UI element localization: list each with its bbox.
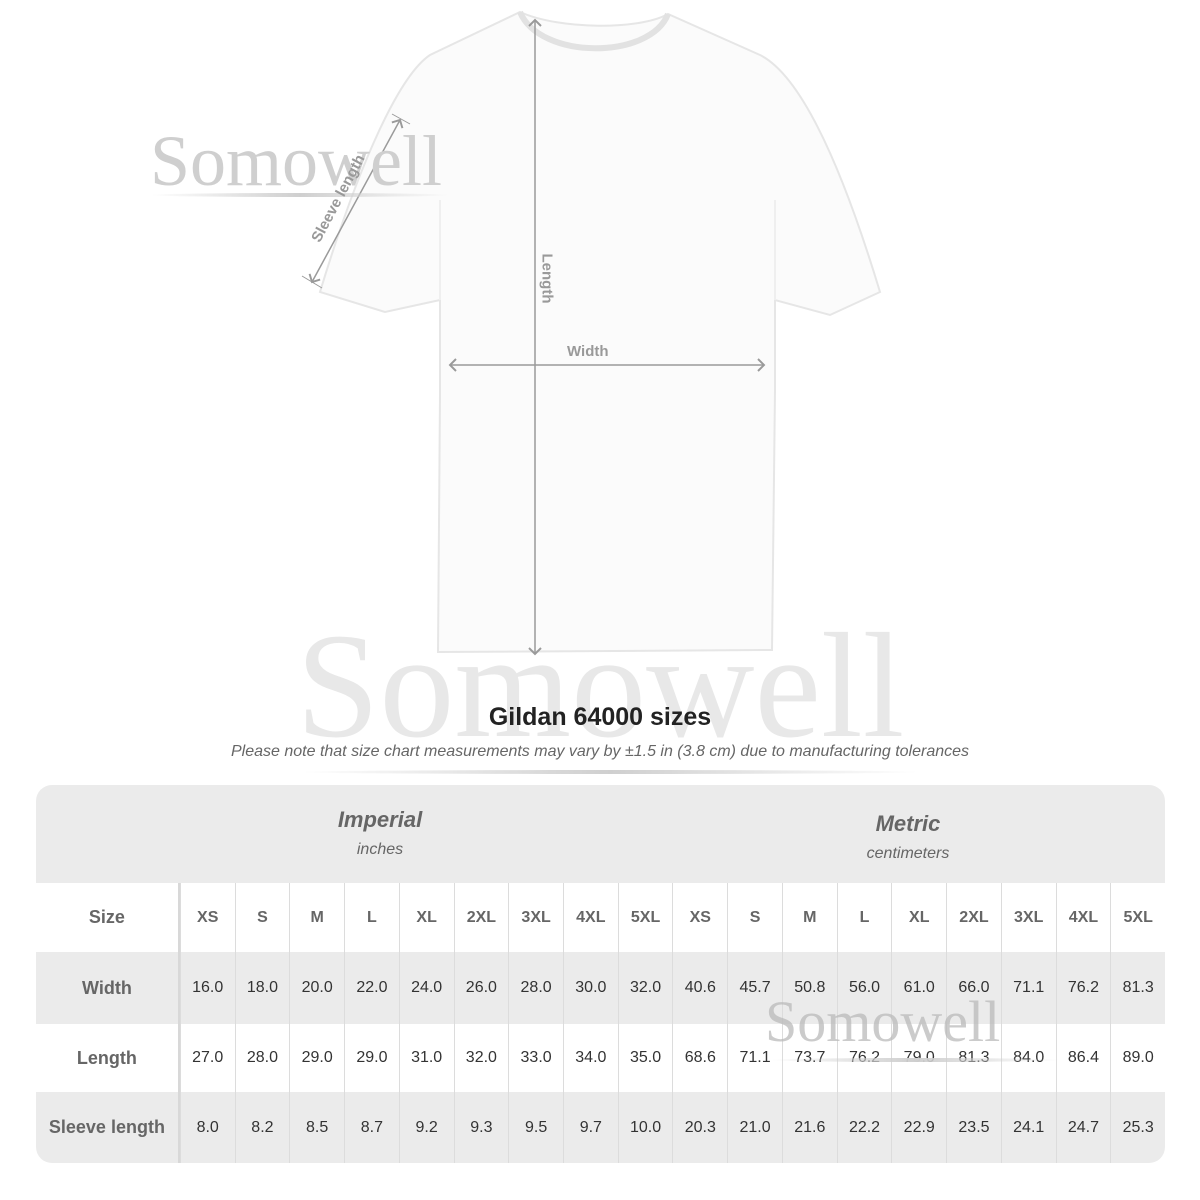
- value-cell: 50.8: [781, 952, 837, 1024]
- size-header-cell: XS: [179, 883, 235, 952]
- value-cell: 24.0: [398, 952, 454, 1024]
- value-cell: 24.7: [1055, 1092, 1111, 1163]
- value-cell: 8.2: [234, 1092, 290, 1163]
- table-row-sleeve-length: Sleeve length 8.0 8.2 8.5 8.7 9.2 9.3 9.5 9.7 10.…: [36, 1092, 1165, 1163]
- value-cell: 26.0: [453, 952, 509, 1024]
- value-cell: 9.3: [453, 1092, 509, 1163]
- size-header-cell: S: [234, 883, 290, 952]
- value-cell: 28.0: [234, 1024, 290, 1092]
- row-label: Length: [36, 1024, 180, 1092]
- value-cell: 29.0: [289, 1024, 344, 1092]
- value-cell: 27.0: [179, 1024, 235, 1092]
- value-cell: 9.7: [562, 1092, 618, 1163]
- size-header-cell: 3XL: [1000, 883, 1056, 952]
- size-header-cell: XS: [672, 883, 727, 952]
- table-group-header: Imperial inches Metric centimeters: [36, 785, 1165, 883]
- group-imperial: Imperial inches: [337, 807, 423, 858]
- size-header-cell: 4XL: [1055, 883, 1111, 952]
- tolerance-note: Please note that size chart measurements…: [230, 743, 970, 760]
- tshirt-shape: [318, 10, 882, 654]
- value-cell: 22.9: [891, 1092, 946, 1163]
- sleeve-length-arrow: [308, 118, 404, 284]
- size-header-cell: 2XL: [946, 883, 1001, 952]
- row-label: Width: [36, 952, 180, 1024]
- value-cell: 28.0: [508, 952, 563, 1024]
- value-cell: 56.0: [836, 952, 892, 1024]
- size-table: Imperial inches Metric centimeters Size XS…: [36, 785, 1165, 1163]
- value-cell: 34.0: [562, 1024, 618, 1092]
- value-cell: 22.2: [836, 1092, 892, 1163]
- value-cell: 25.3: [1110, 1092, 1165, 1163]
- value-cell: 86.4: [1055, 1024, 1111, 1092]
- size-header-cell: 5XL: [1110, 883, 1165, 952]
- value-cell: 32.0: [617, 952, 673, 1024]
- size-header-cell: M: [289, 883, 344, 952]
- value-cell: 73.7: [781, 1024, 837, 1092]
- value-cell: 23.5: [946, 1092, 1001, 1163]
- value-cell: 40.6: [672, 952, 727, 1024]
- value-cell: 18.0: [234, 952, 290, 1024]
- value-cell: 45.7: [727, 952, 782, 1024]
- size-header-cell: S: [727, 883, 782, 952]
- size-header-cell: XL: [398, 883, 454, 952]
- value-cell: 61.0: [891, 952, 946, 1024]
- row-label: Size: [36, 883, 180, 952]
- value-cell: 9.2: [398, 1092, 454, 1163]
- size-header-cell: 2XL: [453, 883, 509, 952]
- value-cell: 33.0: [508, 1024, 563, 1092]
- value-cell: 21.0: [727, 1092, 782, 1163]
- value-cell: 71.1: [1000, 952, 1056, 1024]
- value-cell: 8.5: [289, 1092, 344, 1163]
- value-cell: 20.0: [289, 952, 344, 1024]
- size-header-cell: L: [836, 883, 892, 952]
- value-cell: 71.1: [727, 1024, 782, 1092]
- value-cell: 81.3: [1110, 952, 1165, 1024]
- value-cell: 30.0: [562, 952, 618, 1024]
- value-cell: 10.0: [617, 1092, 673, 1163]
- value-cell: 68.6: [672, 1024, 727, 1092]
- tshirt-diagram: [301, 10, 882, 656]
- value-cell: 20.3: [672, 1092, 727, 1163]
- value-cell: 21.6: [781, 1092, 837, 1163]
- size-header-cell: XL: [891, 883, 946, 952]
- value-cell: 35.0: [617, 1024, 673, 1092]
- size-header-cell: 4XL: [562, 883, 618, 952]
- value-cell: 22.0: [344, 952, 399, 1024]
- table-row-size: Size XS S M L XL 2XL 3XL 4XL 5XL XS S M L XL 2XL 3XL 4XL…: [36, 883, 1165, 952]
- size-header-cell: 5XL: [617, 883, 673, 952]
- table-row-width: Width 16.0 18.0 20.0 22.0 24.0 26.0 28.0 30.0 32.…: [36, 952, 1165, 1024]
- value-cell: 31.0: [398, 1024, 454, 1092]
- value-cell: 16.0: [179, 952, 235, 1024]
- value-cell: 8.7: [344, 1092, 399, 1163]
- value-cell: 89.0: [1110, 1024, 1165, 1092]
- width-label: Width: [567, 343, 609, 360]
- value-cell: 66.0: [946, 952, 1001, 1024]
- row-label: Sleeve length: [36, 1092, 180, 1163]
- value-cell: 24.1: [1000, 1092, 1056, 1163]
- size-header-cell: L: [344, 883, 399, 952]
- size-header-cell: M: [781, 883, 837, 952]
- value-cell: 32.0: [453, 1024, 509, 1092]
- group-metric: Metric centimeters: [866, 811, 950, 862]
- value-cell: 29.0: [344, 1024, 399, 1092]
- page-title: Gildan 64000 sizes: [488, 703, 712, 731]
- size-header-cell: 3XL: [508, 883, 563, 952]
- value-cell: 8.0: [179, 1092, 235, 1163]
- value-cell: 76.2: [1055, 952, 1111, 1024]
- length-label: Length: [538, 253, 556, 304]
- value-cell: 9.5: [508, 1092, 563, 1163]
